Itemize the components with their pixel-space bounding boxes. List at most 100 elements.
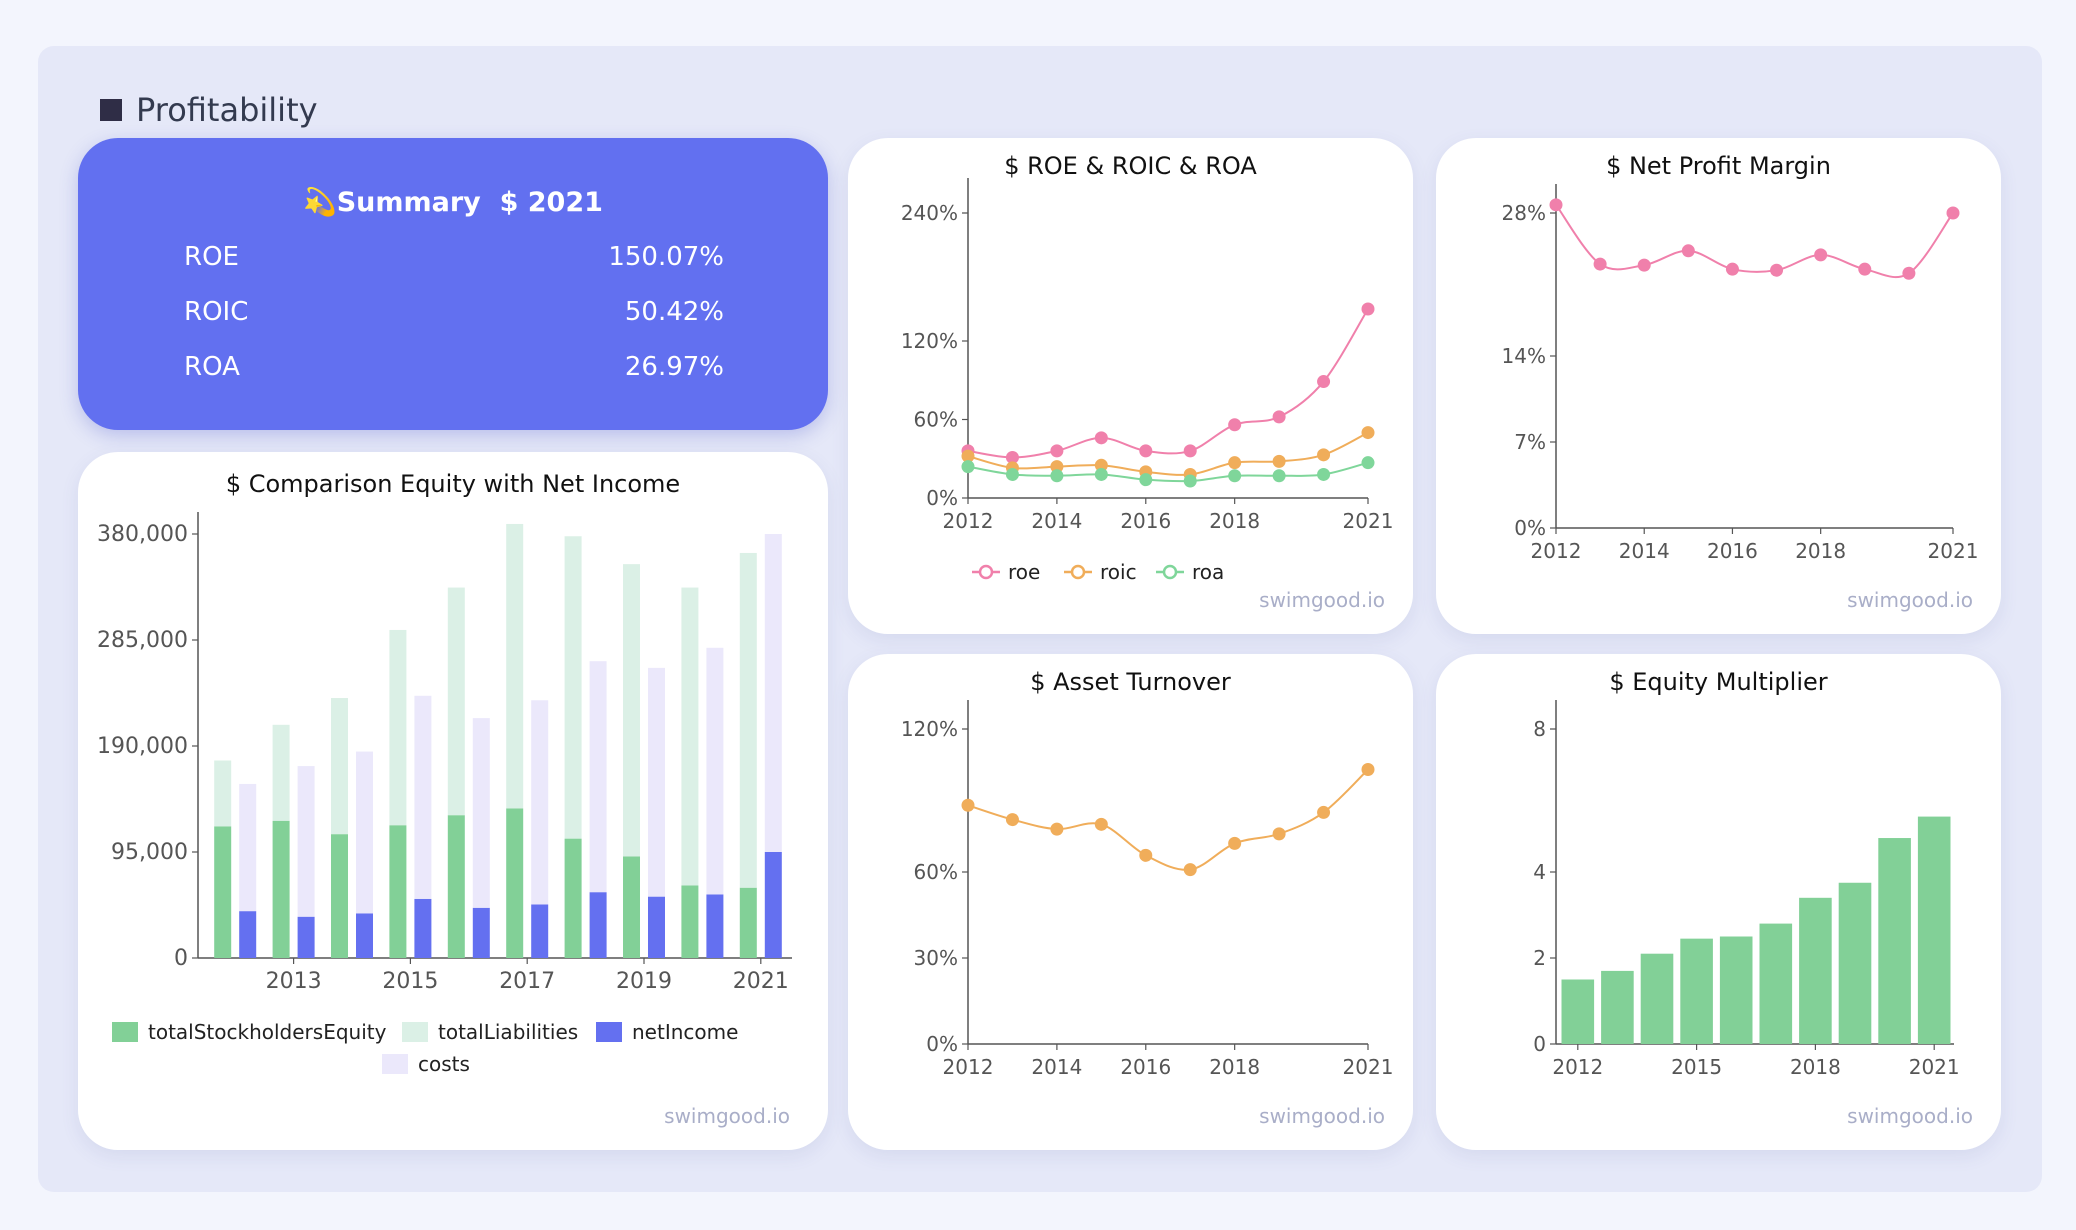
y-tick-label: 0% bbox=[926, 486, 958, 510]
bar-totalStockholdersEquity bbox=[389, 825, 407, 958]
bar-totalLiabilities bbox=[506, 523, 524, 809]
x-tick-label: 2018 bbox=[1209, 509, 1260, 533]
data-point-netProfitMargin bbox=[1549, 198, 1563, 212]
bar-equity-multiplier bbox=[1878, 838, 1911, 1044]
data-point-roic bbox=[1094, 458, 1108, 472]
x-tick-label: 2013 bbox=[266, 969, 322, 994]
data-point-assetTurnover bbox=[1317, 805, 1331, 819]
summary-title-text: Summary bbox=[336, 187, 481, 218]
chart-title: $ ROE & ROIC & ROA bbox=[1004, 152, 1257, 180]
bar-totalStockholdersEquity bbox=[681, 885, 699, 958]
multiplier-card: $ Equity Multiplier 0 2 4 8 2012 2015 2018 2021… bbox=[1436, 654, 2001, 1150]
legend-label: costs bbox=[418, 1052, 470, 1076]
bar-equity-multiplier bbox=[1561, 979, 1595, 1044]
data-point-roe bbox=[1272, 410, 1286, 424]
section-title: Profitability bbox=[136, 91, 318, 129]
y-tick-label: 240% bbox=[901, 201, 958, 225]
bar-totalLiabilities bbox=[389, 629, 407, 826]
y-tick-label: 2 bbox=[1533, 946, 1546, 970]
bar-totalStockholdersEquity bbox=[272, 820, 290, 958]
summary-value: 150.07% bbox=[608, 242, 724, 272]
bar-costs bbox=[706, 647, 724, 895]
x-tick-label: 2021 bbox=[1343, 509, 1394, 533]
bar-costs bbox=[764, 534, 782, 852]
bar-netIncome bbox=[297, 916, 315, 958]
bar-totalLiabilities bbox=[214, 760, 232, 827]
data-point-netProfitMargin bbox=[1858, 262, 1872, 276]
bar-totalLiabilities bbox=[272, 724, 290, 821]
legend-marker bbox=[1070, 564, 1086, 580]
x-tick-label: 2016 bbox=[1120, 509, 1171, 533]
y-tick-label: 285,000 bbox=[97, 628, 188, 653]
x-tick-label: 2019 bbox=[616, 969, 672, 994]
legend-label: roic bbox=[1100, 560, 1137, 584]
watermark: swimgood.io bbox=[1259, 588, 1385, 612]
bar-costs bbox=[239, 783, 257, 912]
y-tick-label: 60% bbox=[914, 860, 958, 884]
bar-costs bbox=[414, 695, 432, 899]
y-tick-label: 0 bbox=[1533, 1032, 1546, 1056]
data-point-roic bbox=[1317, 448, 1331, 462]
watermark: swimgood.io bbox=[1259, 1104, 1385, 1128]
bar-costs bbox=[297, 766, 315, 917]
bar-totalStockholdersEquity bbox=[623, 856, 640, 958]
bar-costs bbox=[531, 700, 549, 905]
data-point-assetTurnover bbox=[1094, 817, 1108, 831]
y-tick-label: 0% bbox=[926, 1032, 958, 1056]
summary-card: 💫Summary $ 2021 ROE 150.07% ROIC 50.42% … bbox=[78, 138, 828, 430]
watermark: swimgood.io bbox=[1847, 588, 1973, 612]
y-tick-label: 120% bbox=[901, 717, 958, 741]
data-point-netProfitMargin bbox=[1681, 244, 1695, 258]
legend-label: netIncome bbox=[632, 1020, 738, 1044]
data-point-netProfitMargin bbox=[1814, 248, 1828, 262]
y-tick-label: 120% bbox=[901, 329, 958, 353]
bar-equity-multiplier bbox=[1759, 923, 1793, 1044]
summary-year: $ 2021 bbox=[499, 187, 603, 218]
data-point-assetTurnover bbox=[1272, 827, 1286, 841]
bar-netIncome bbox=[648, 896, 665, 958]
y-tick-label: 380,000 bbox=[97, 522, 188, 547]
data-point-roic bbox=[961, 449, 975, 463]
data-point-roe bbox=[1005, 450, 1019, 464]
data-point-roa bbox=[1272, 469, 1286, 483]
bar-equity-multiplier bbox=[1799, 897, 1832, 1044]
y-tick-label: 14% bbox=[1502, 344, 1546, 368]
y-tick-label: 0% bbox=[1514, 516, 1546, 540]
legend-swatch bbox=[112, 1022, 138, 1042]
data-point-netProfitMargin bbox=[1946, 206, 1960, 220]
y-tick-label: 190,000 bbox=[97, 734, 188, 759]
y-tick-label: 7% bbox=[1514, 430, 1546, 454]
x-tick-label: 2021 bbox=[1343, 1055, 1394, 1079]
legend-label: totalLiabilities bbox=[438, 1020, 578, 1044]
data-point-roe bbox=[1228, 418, 1242, 432]
turnover-chart: 0% 30% 60% 120% 2012 2014 2016 2018 2021 bbox=[901, 700, 1394, 1079]
bar-totalStockholdersEquity bbox=[739, 887, 757, 958]
bar-netIncome bbox=[589, 892, 607, 958]
summary-row-roa: ROA 26.97% bbox=[184, 352, 724, 382]
data-point-netProfitMargin bbox=[1770, 263, 1784, 277]
x-tick-label: 2021 bbox=[1909, 1055, 1960, 1079]
y-tick-label: 0 bbox=[174, 946, 188, 971]
x-tick-label: 2012 bbox=[943, 509, 994, 533]
roe-chart: 0% 60% 120% 240% 2012 2014 2016 2018 2021 roe roic… bbox=[901, 178, 1394, 584]
summary-label: ROE bbox=[184, 242, 239, 272]
bar-netIncome bbox=[764, 852, 782, 958]
data-point-roa bbox=[1050, 469, 1064, 483]
data-point-roa bbox=[1317, 467, 1331, 481]
section-header: Profitability bbox=[100, 90, 318, 130]
summary-row-roic: ROIC 50.42% bbox=[184, 297, 724, 327]
bar-equity-multiplier bbox=[1680, 938, 1713, 1044]
x-tick-label: 2021 bbox=[733, 969, 789, 994]
bar-netIncome bbox=[239, 911, 257, 958]
bar-costs bbox=[472, 718, 490, 908]
data-point-roic bbox=[1272, 454, 1286, 468]
series-line-netProfitMargin bbox=[1555, 204, 1954, 279]
data-point-roa bbox=[1139, 473, 1153, 487]
x-tick-label: 2018 bbox=[1209, 1055, 1260, 1079]
bar-costs bbox=[648, 667, 665, 897]
x-tick-label: 2015 bbox=[382, 969, 438, 994]
chart-title: $ Equity Multiplier bbox=[1609, 668, 1828, 696]
bar-equity-multiplier bbox=[1719, 936, 1753, 1044]
legend-label: roa bbox=[1192, 560, 1224, 584]
bar-totalStockholdersEquity bbox=[447, 815, 465, 958]
